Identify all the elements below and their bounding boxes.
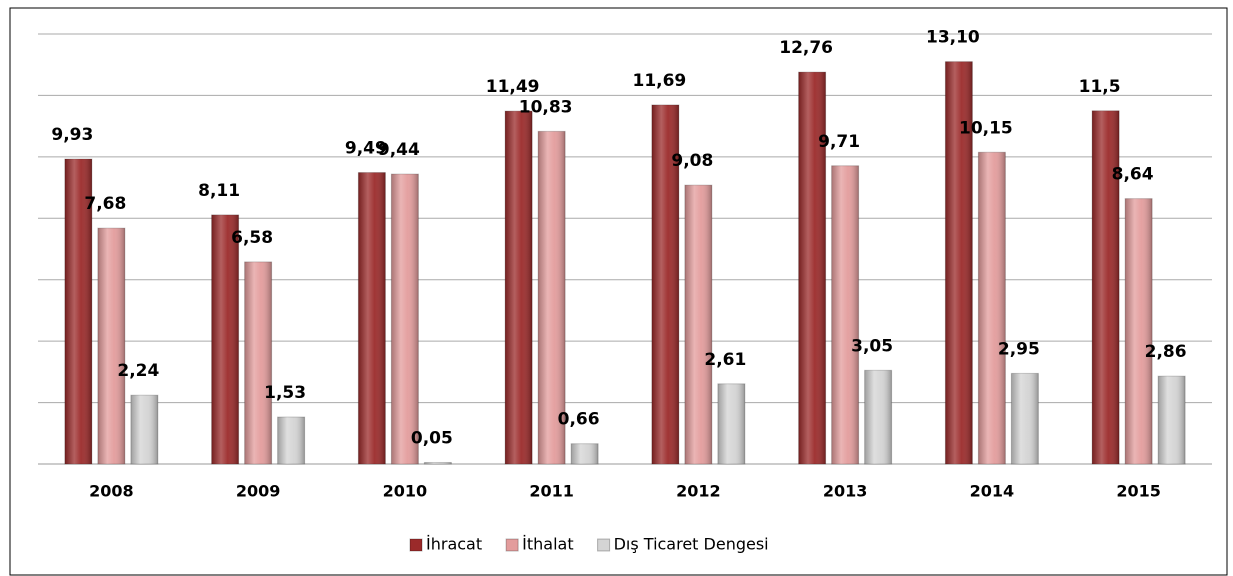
bar-shine bbox=[64, 159, 92, 464]
data-label: 10,83 bbox=[519, 97, 573, 117]
legend-label: İthalat bbox=[522, 535, 573, 554]
bar-shine bbox=[945, 61, 973, 465]
data-label: 12,76 bbox=[779, 38, 833, 58]
data-label: 13,10 bbox=[926, 28, 980, 48]
data-label: 9,93 bbox=[51, 125, 93, 145]
x-tick-label: 2010 bbox=[383, 482, 428, 501]
bar-shine bbox=[798, 72, 826, 464]
bar-shine bbox=[505, 111, 533, 464]
bar-shine bbox=[424, 462, 452, 464]
bar-shine bbox=[97, 228, 125, 464]
data-label: 2,61 bbox=[704, 350, 746, 370]
bar-shine bbox=[684, 185, 712, 464]
legend-swatch bbox=[409, 538, 423, 552]
x-tick-label: 2009 bbox=[236, 482, 281, 501]
data-label: 7,68 bbox=[84, 194, 126, 214]
data-label: 1,53 bbox=[264, 383, 306, 403]
x-tick-label: 2013 bbox=[823, 482, 868, 501]
data-label: 3,05 bbox=[851, 336, 893, 356]
bar-shine bbox=[358, 172, 386, 464]
data-label: 6,58 bbox=[231, 228, 273, 248]
data-label: 9,08 bbox=[671, 151, 713, 171]
data-label: 8,64 bbox=[1112, 165, 1154, 185]
legend-label: Dış Ticaret Dengesi bbox=[614, 535, 769, 554]
legend-swatch bbox=[505, 538, 519, 552]
data-label: 0,66 bbox=[558, 410, 600, 430]
bar-shine bbox=[651, 104, 679, 464]
bar-shine bbox=[130, 395, 158, 464]
legend-swatch bbox=[597, 538, 611, 552]
data-label: 9,44 bbox=[378, 140, 420, 160]
x-tick-label: 2008 bbox=[89, 482, 134, 501]
data-label: 11,49 bbox=[486, 77, 540, 97]
legend-label: İhracat bbox=[426, 535, 482, 554]
bar-shine bbox=[1125, 198, 1153, 464]
data-label: 2,86 bbox=[1145, 342, 1187, 362]
bar-shine bbox=[277, 417, 305, 464]
bar-shine bbox=[1011, 373, 1039, 464]
bar-shine bbox=[538, 131, 566, 464]
data-label: 0,05 bbox=[411, 428, 453, 448]
data-label: 2,24 bbox=[117, 361, 159, 381]
data-label: 11,5 bbox=[1079, 77, 1121, 97]
x-tick-label: 2014 bbox=[970, 482, 1015, 501]
bar-shine bbox=[391, 174, 419, 465]
bar-shine bbox=[211, 214, 239, 464]
data-label: 2,95 bbox=[998, 339, 1040, 359]
x-tick-label: 2015 bbox=[1116, 482, 1161, 501]
x-tick-label: 2012 bbox=[676, 482, 721, 501]
chart-frame bbox=[9, 7, 1228, 576]
bar-shine bbox=[717, 383, 745, 464]
data-label: 9,71 bbox=[818, 132, 860, 152]
data-label: 8,11 bbox=[198, 181, 240, 201]
x-tick-label: 2011 bbox=[529, 482, 574, 501]
data-label: 9,49 bbox=[345, 139, 387, 159]
bar-shine bbox=[978, 152, 1006, 464]
bar-shine bbox=[244, 261, 272, 464]
data-label: 10,15 bbox=[959, 118, 1013, 138]
bar-shine bbox=[1092, 110, 1120, 465]
data-label: 11,69 bbox=[632, 71, 686, 91]
bar-shine bbox=[571, 443, 599, 464]
bar-shine bbox=[864, 370, 892, 464]
bar-shine bbox=[1158, 376, 1186, 464]
bar-shine bbox=[831, 165, 859, 464]
